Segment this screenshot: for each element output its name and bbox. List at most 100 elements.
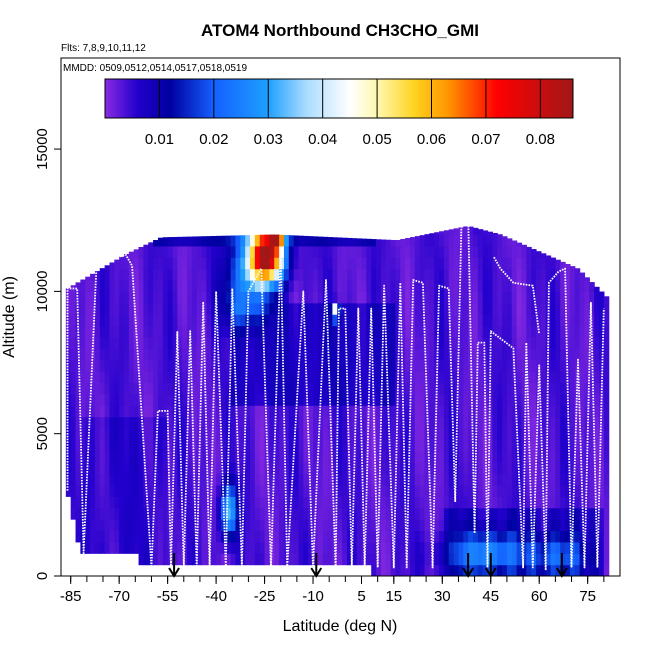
heatmap-cell xyxy=(468,462,474,475)
heatmap-cell xyxy=(434,245,440,258)
heatmap-cell xyxy=(603,439,610,452)
heatmap-cell xyxy=(133,507,140,520)
heatmap-cell xyxy=(502,428,508,440)
heatmap-cell xyxy=(283,325,290,338)
heatmap-cell xyxy=(400,428,406,440)
heatmap-cell xyxy=(104,265,111,270)
heatmap-cell xyxy=(458,291,464,304)
heatmap-cell xyxy=(405,291,411,304)
heatmap-cell xyxy=(434,280,440,292)
flight-track-line xyxy=(66,210,605,572)
heatmap-cell xyxy=(439,314,445,327)
heatmap-cell xyxy=(482,428,489,440)
heatmap-cell xyxy=(99,450,106,463)
colorbar: 0.01 0.02 0.03 0.04 0.05 0.06 0.07 0.08 xyxy=(104,78,574,148)
heatmap-cell xyxy=(153,428,159,440)
y-axis-tick-label: 0 xyxy=(34,572,51,580)
heatmap-cell xyxy=(584,405,590,418)
heatmap-cell xyxy=(502,325,508,338)
heatmap-cell xyxy=(235,507,241,520)
heatmap-cell xyxy=(114,462,120,475)
heatmap-cell xyxy=(346,257,353,270)
heatmap-cell xyxy=(506,405,513,418)
heatmap-cell xyxy=(409,462,416,475)
heatmap-cell xyxy=(211,291,217,304)
heatmap-cell xyxy=(254,484,261,497)
heatmap-cell xyxy=(502,348,508,361)
heatmap-cell xyxy=(448,245,455,258)
heatmap-cell xyxy=(458,280,464,292)
heatmap-cell xyxy=(264,245,271,258)
heatmap-cell xyxy=(565,302,571,315)
heatmap-cell xyxy=(550,314,556,327)
heatmap-cell xyxy=(70,336,77,349)
heatmap-cell xyxy=(133,348,140,361)
heatmap-cell xyxy=(390,450,397,463)
heatmap-cell xyxy=(419,359,426,372)
heatmap-cell xyxy=(545,541,552,554)
heatmap-cell xyxy=(211,541,217,554)
heatmap-cell xyxy=(555,450,561,463)
heatmap-cell xyxy=(574,291,581,304)
heatmap-cell xyxy=(206,393,212,406)
heatmap-cell xyxy=(584,359,590,372)
heatmap-cell xyxy=(124,416,130,429)
heatmap-cell xyxy=(502,236,508,247)
heatmap-cell xyxy=(279,530,285,543)
heatmap-cell xyxy=(133,405,140,418)
heatmap-cell xyxy=(502,280,508,292)
x-axis-tick-label: 15 xyxy=(385,588,402,605)
heatmap-cell xyxy=(521,553,527,566)
heatmap-cell xyxy=(468,484,474,497)
heatmap-cell xyxy=(264,268,271,281)
heatmap-cell xyxy=(482,268,489,281)
heatmap-cell xyxy=(133,473,140,486)
heatmap-cell xyxy=(65,348,72,361)
heatmap-cell xyxy=(395,416,401,429)
heatmap-cell xyxy=(603,302,610,315)
heatmap-cell xyxy=(535,336,542,349)
heatmap-cell xyxy=(269,405,275,418)
heatmap-cell xyxy=(274,450,280,463)
heatmap-cell xyxy=(153,240,159,247)
heatmap-cell xyxy=(250,314,256,327)
heatmap-cell xyxy=(220,462,227,475)
heatmap-cell xyxy=(259,519,266,532)
heatmap-cell xyxy=(506,439,513,452)
heatmap-cell xyxy=(119,256,125,258)
heatmap-cell xyxy=(448,428,455,440)
heatmap-cell xyxy=(274,405,280,418)
heatmap-cell xyxy=(85,541,91,554)
heatmap-cell xyxy=(443,268,450,281)
heatmap-cell xyxy=(269,314,275,327)
heatmap-cell xyxy=(409,245,416,258)
heatmap-cell xyxy=(453,291,460,304)
heatmap-cell xyxy=(376,291,382,304)
heatmap-cell xyxy=(250,245,256,258)
heatmap-cell xyxy=(90,450,96,463)
heatmap-cell xyxy=(390,245,397,258)
heatmap-cell xyxy=(574,280,581,292)
heatmap-cell xyxy=(337,393,343,406)
heatmap-cell xyxy=(322,359,329,372)
heatmap-cell xyxy=(342,462,348,475)
heatmap-cell xyxy=(448,496,455,509)
heatmap-cell xyxy=(569,336,576,349)
heatmap-cell xyxy=(463,496,469,509)
heatmap-cell xyxy=(560,530,566,543)
heatmap-cell xyxy=(235,302,241,315)
heatmap-cell xyxy=(162,507,169,520)
heatmap-cell xyxy=(346,348,353,361)
heatmap-cell xyxy=(342,268,348,281)
heatmap-cell xyxy=(385,245,392,258)
heatmap-cell xyxy=(482,291,489,304)
heatmap-cell xyxy=(376,462,382,475)
heatmap-cell xyxy=(458,484,464,497)
heatmap-cell xyxy=(511,240,518,247)
heatmap-cell xyxy=(109,450,115,463)
heatmap-cell xyxy=(380,507,387,520)
heatmap-cell xyxy=(283,382,290,395)
heatmap-cell xyxy=(535,564,542,576)
heatmap-cell xyxy=(201,382,208,395)
heatmap-cell xyxy=(220,382,227,395)
